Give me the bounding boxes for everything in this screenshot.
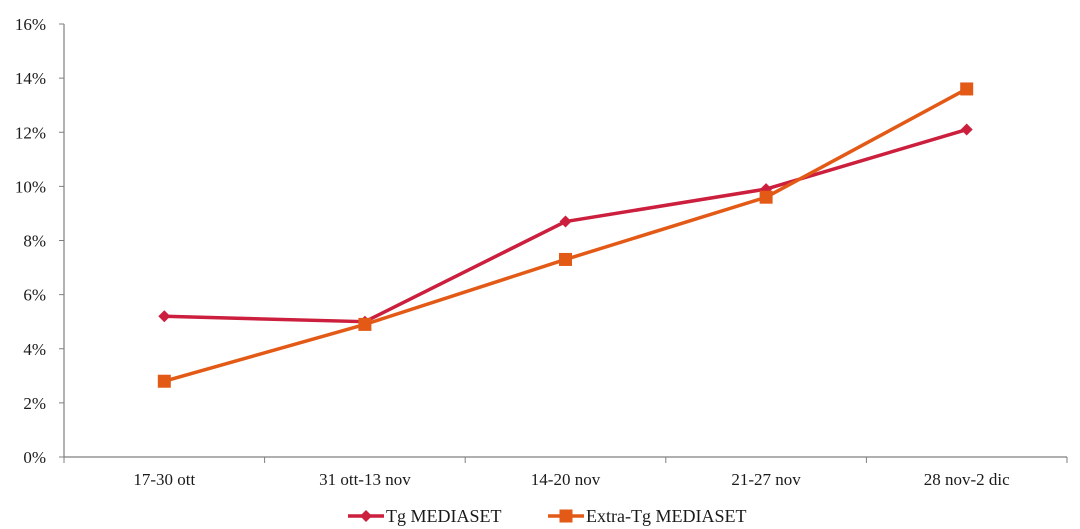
x-tick-label: 21-27 nov xyxy=(731,470,801,489)
y-tick-label: 14% xyxy=(15,69,46,88)
legend: Tg MEDIASET Extra-Tg MEDIASET xyxy=(348,506,746,526)
x-tick-label: 28 nov-2 dic xyxy=(924,470,1010,489)
legend-swatch-marker xyxy=(559,509,573,523)
x-axis-ticks: 17-30 ott 31 ott-13 nov 14-20 nov 21-27 nov… xyxy=(63,457,1068,489)
series-layer xyxy=(157,82,974,388)
legend-item-tg-mediaset: Tg MEDIASET xyxy=(348,506,502,526)
y-tick-label: 10% xyxy=(15,177,46,196)
data-point-marker xyxy=(960,123,973,136)
y-tick-label: 0% xyxy=(23,448,46,467)
data-point-marker xyxy=(358,317,372,331)
legend-label: Tg MEDIASET xyxy=(386,506,502,526)
y-tick-label: 4% xyxy=(23,340,46,359)
x-tick-label: 31 ott-13 nov xyxy=(319,470,411,489)
series-tg-mediaset xyxy=(158,123,973,328)
data-point-marker xyxy=(158,310,171,323)
y-tick-label: 6% xyxy=(23,286,46,305)
data-point-marker xyxy=(559,215,572,228)
x-tick-label: 14-20 nov xyxy=(531,470,601,489)
series-extra-tg-mediaset xyxy=(157,82,974,388)
data-point-marker xyxy=(759,190,773,204)
series-line xyxy=(162,87,969,383)
data-point-marker xyxy=(157,374,171,388)
legend-label: Extra-Tg MEDIASET xyxy=(586,506,746,526)
y-tick-label: 8% xyxy=(23,232,46,251)
y-tick-label: 2% xyxy=(23,394,46,413)
y-axis-ticks: 0% 2% 4% 6% 8% 10% 12% 14% 16% xyxy=(15,15,64,467)
y-tick-label: 16% xyxy=(15,15,46,34)
legend-swatch-marker xyxy=(360,510,372,522)
legend-item-extra-tg-mediaset: Extra-Tg MEDIASET xyxy=(548,506,746,526)
data-point-marker xyxy=(559,252,572,266)
data-point-marker xyxy=(960,82,974,96)
x-tick-label: 17-30 ott xyxy=(133,470,195,489)
y-tick-label: 12% xyxy=(15,123,46,142)
chart-axes xyxy=(63,24,1067,458)
